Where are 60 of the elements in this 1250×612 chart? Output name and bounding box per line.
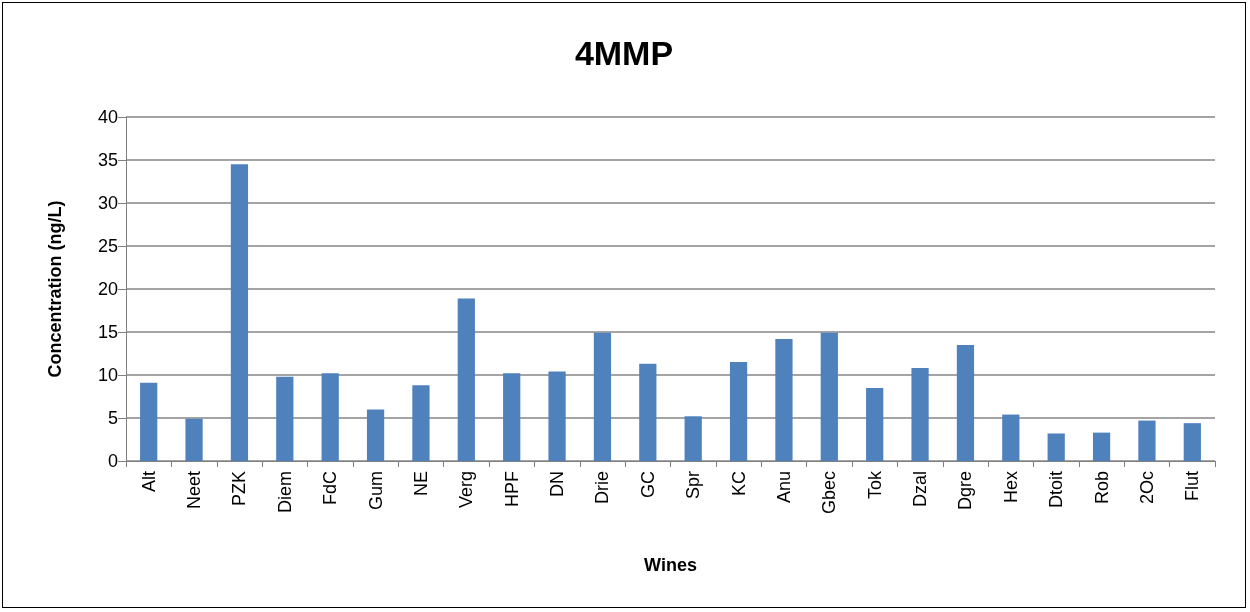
x-tick-label: Anu	[773, 471, 794, 504]
x-tick-label: Tok	[864, 470, 885, 500]
x-tick-label: GC	[637, 471, 658, 498]
x-tick-label: Neet	[184, 471, 205, 510]
x-tick-label: Verg	[456, 471, 477, 509]
bar	[366, 409, 385, 461]
y-tick-label: 0	[107, 451, 118, 471]
chart-title: 4MMP	[574, 34, 674, 72]
bar	[140, 382, 158, 461]
y-axis-title: Concentration (ng/L)	[45, 200, 65, 378]
y-tick-label: 10	[97, 365, 118, 385]
x-tick-label: Flut	[1182, 471, 1203, 502]
x-tick-label: DN	[547, 471, 568, 497]
y-tick-label: 5	[107, 408, 118, 428]
y-tick-label: 40	[97, 107, 118, 127]
bar	[548, 371, 566, 461]
bar	[639, 363, 657, 461]
x-tick-label: HPF	[501, 471, 522, 507]
x-tick-label: Hex	[1000, 471, 1021, 504]
x-tick-label: Drie	[592, 471, 613, 505]
bar	[956, 344, 975, 461]
bar	[866, 387, 884, 461]
x-tick-label: FdC	[320, 471, 341, 506]
bar	[457, 298, 475, 461]
x-tick-label: Rob	[1091, 471, 1112, 505]
x-tick-label: NE	[410, 471, 431, 497]
x-tick-label: Gum	[365, 471, 386, 511]
bar	[321, 373, 339, 461]
bar	[1138, 420, 1156, 461]
x-tick-label: Dtoit	[1046, 471, 1067, 509]
bar	[412, 385, 430, 461]
bar	[1047, 433, 1065, 461]
x-tick-label: Gbec	[819, 471, 840, 515]
bar	[1183, 423, 1201, 461]
bar	[230, 164, 249, 461]
x-tick-label: 2Oc	[1136, 471, 1157, 505]
y-tick-label: 20	[97, 279, 118, 299]
x-axis-title: Wines	[644, 555, 697, 575]
x-tick-label: Dgre	[955, 471, 976, 511]
x-tick-label: Dzal	[910, 471, 931, 508]
x-tick-label: Diem	[274, 471, 295, 514]
x-tick-label: Alt	[138, 471, 159, 493]
y-tick-label: 15	[97, 322, 118, 342]
x-tick-label: KC	[728, 471, 749, 497]
bar	[684, 416, 702, 461]
bar	[1092, 432, 1111, 461]
x-tick-label: Spr	[683, 471, 704, 500]
y-tick-label: 35	[97, 150, 118, 170]
bar	[593, 332, 612, 461]
y-tick-label: 25	[97, 236, 118, 256]
bar	[1002, 414, 1020, 461]
bar	[820, 332, 838, 461]
bar	[503, 373, 521, 461]
bar	[729, 362, 748, 461]
bar	[276, 376, 294, 461]
x-tick-label: PZK	[229, 471, 250, 507]
bar	[775, 338, 793, 461]
bar	[185, 418, 203, 461]
bar	[911, 368, 929, 461]
y-tick-label: 30	[97, 193, 118, 213]
